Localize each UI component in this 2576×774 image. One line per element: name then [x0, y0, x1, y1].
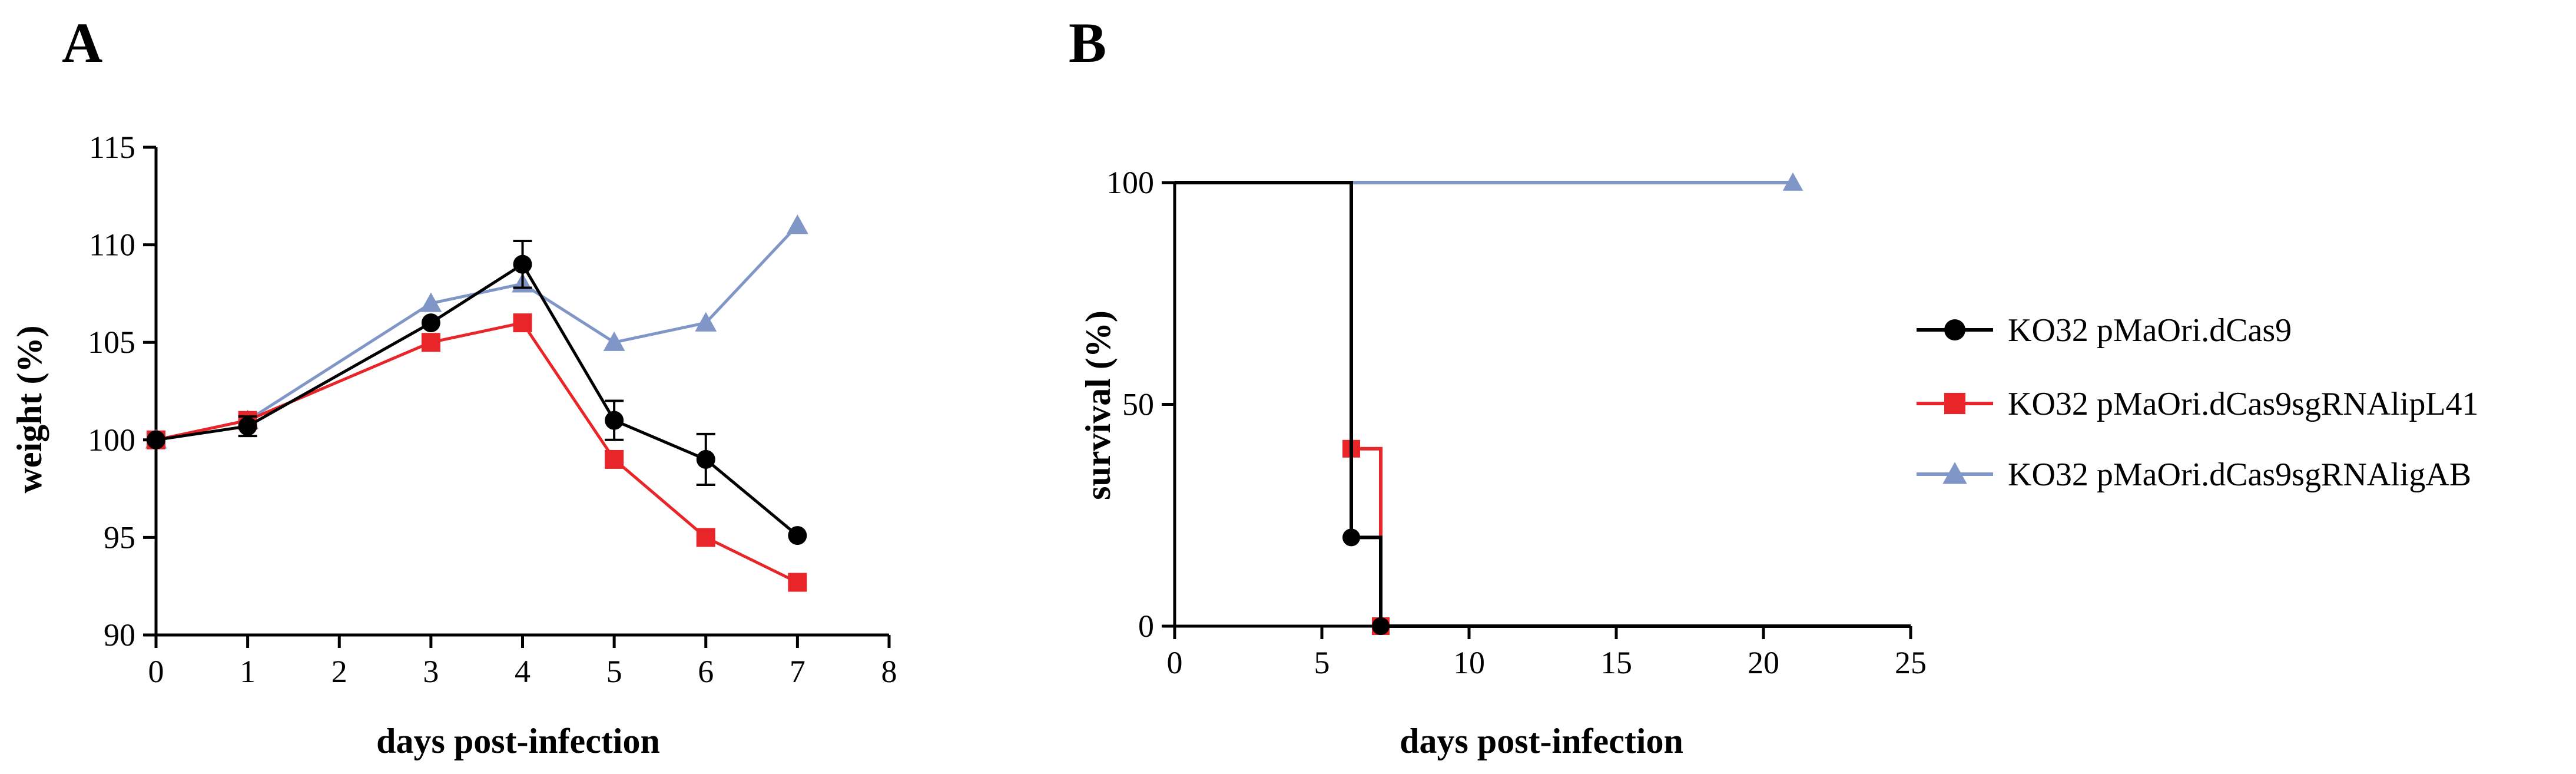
panel-a-point-lipl41 — [605, 449, 624, 469]
panel-b-label: B — [1069, 11, 1106, 74]
panel-b-x-axis-title: days post-infection — [1400, 722, 1683, 760]
panel-a-x-tick-label: 8 — [881, 654, 897, 689]
legend-marker-ligab — [1942, 462, 1967, 484]
panel-b-y-tick-label: 50 — [1122, 387, 1154, 422]
panel-b-y-tick-label: 100 — [1106, 165, 1154, 200]
panel-a-point-dcas9 — [696, 449, 715, 469]
panel-a-x-tick-label: 7 — [790, 654, 805, 689]
legend-marker-lipl41 — [1944, 393, 1965, 414]
panel-b-point-ligab — [1782, 172, 1803, 191]
panel-b: B 0 5 10 15 20 25 0 50 100 days post-infection s… — [1069, 11, 1927, 760]
panel-b-point-dcas9 — [1342, 528, 1360, 547]
panel-a-point-ligab — [786, 214, 808, 234]
panel-a-x-tick-label: 6 — [698, 654, 714, 689]
panel-a-y-tick-label: 95 — [104, 520, 135, 555]
legend-label-ligab: KO32 pMaOri.dCas9sgRNAligAB — [2008, 457, 2471, 493]
panel-a: A 0 1 2 3 4 5 6 7 8 90 95 100 105 110 115 days post-in… — [10, 11, 897, 760]
panel-a-point-ligab — [695, 312, 717, 332]
panel-a-point-dcas9 — [605, 411, 624, 430]
panel-a-point-lipl41 — [513, 313, 532, 333]
panel-b-series — [1175, 172, 1911, 635]
panel-a-axes: 0 1 2 3 4 5 6 7 8 90 95 100 105 110 115 — [88, 130, 897, 689]
legend: KO32 pMaOri.dCas9 KO32 pMaOri.dCas9sgRNAl… — [1917, 312, 2479, 493]
legend-label-lipl41: KO32 pMaOri.dCas9sgRNAlipL41 — [2008, 386, 2479, 422]
panel-a-y-tick-label: 100 — [88, 422, 135, 458]
panel-a-series — [145, 214, 808, 592]
panel-a-y-tick-label: 105 — [88, 325, 135, 360]
panel-a-x-tick-label: 0 — [148, 654, 164, 689]
panel-a-x-axis-title: days post-infection — [376, 722, 660, 760]
panel-a-point-dcas9 — [513, 254, 532, 274]
panel-a-point-lipl41 — [421, 333, 440, 352]
panel-a-point-dcas9 — [421, 313, 440, 333]
panel-a-y-tick-label: 90 — [104, 617, 135, 653]
panel-a-line-dcas9 — [155, 262, 798, 537]
panel-a-y-tick-label: 115 — [89, 130, 135, 165]
panel-b-x-tick-label: 10 — [1453, 645, 1485, 680]
panel-a-x-tick-label: 1 — [240, 654, 256, 689]
panel-b-x-tick-label: 0 — [1167, 645, 1183, 680]
panel-b-step-lipl41 — [1175, 181, 1911, 628]
panel-a-x-tick-label: 3 — [423, 654, 439, 689]
legend-label-dcas9: KO32 pMaOri.dCas9 — [2008, 312, 2292, 349]
panel-a-x-tick-label: 5 — [606, 654, 622, 689]
panel-a-point-ligab — [420, 292, 442, 312]
panel-b-y-tick-label: 0 — [1138, 608, 1154, 644]
panel-b-point-dcas9 — [1372, 617, 1390, 635]
panel-a-point-lipl41 — [788, 573, 807, 592]
panel-b-x-tick-label: 15 — [1600, 645, 1632, 680]
panel-b-x-tick-label: 5 — [1314, 645, 1330, 680]
panel-a-point-lipl41 — [696, 528, 715, 547]
panel-a-point-dcas9 — [788, 526, 807, 545]
panel-b-x-tick-label: 20 — [1748, 645, 1779, 680]
panel-a-x-tick-label: 2 — [331, 654, 347, 689]
panel-a-label: A — [62, 11, 102, 74]
panel-b-step-dcas9 — [1175, 181, 1911, 628]
panel-a-y-tick-label: 110 — [89, 227, 135, 263]
legend-marker-dcas9 — [1944, 319, 1965, 340]
panel-a-x-tick-label: 4 — [515, 654, 531, 689]
panel-a-point-ligab — [603, 331, 625, 351]
panel-b-axes: 0 5 10 15 20 25 0 50 100 — [1106, 165, 1927, 680]
panel-a-point-dcas9 — [238, 416, 257, 436]
panel-a-point-dcas9 — [147, 430, 165, 449]
panel-b-y-axis-title: survival (%) — [1079, 310, 1118, 500]
panel-a-y-axis-title: weight (%) — [10, 326, 49, 494]
panel-b-x-tick-label: 25 — [1895, 645, 1927, 680]
